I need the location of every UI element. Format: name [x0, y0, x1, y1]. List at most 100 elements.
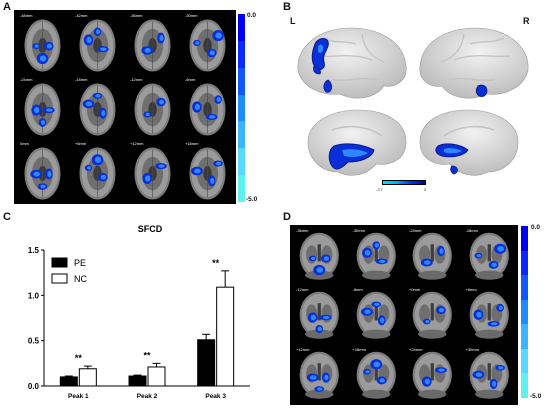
axial-slice: -42mm	[71, 12, 124, 74]
coronal-slice: +6mm	[461, 286, 516, 344]
right-hemisphere-label: R	[523, 16, 530, 26]
sfcd-bar-chart: SFCD 0.0 0.5 1.0 1.5 Peak 1 Peak 2 Peak 3 ** **…	[28, 224, 250, 400]
colorbar-segment	[238, 40, 245, 68]
axial-slice: -12mm	[126, 76, 179, 138]
colorbar-segment	[521, 348, 528, 374]
axial-slice: -48mm	[16, 12, 69, 74]
axial-slice-label: -18mm	[75, 77, 88, 82]
bar-nc	[147, 366, 166, 387]
left-hemisphere-label: L	[290, 16, 296, 26]
legend-swatch-nc	[51, 273, 68, 284]
coronal-slice-label: -36mm	[296, 228, 309, 233]
legend-swatch-pe	[51, 257, 68, 268]
axial-slice: -30mm	[181, 12, 234, 74]
axial-slice: -6mm	[181, 76, 234, 138]
bar-pe	[197, 339, 216, 387]
axial-slice: +12mm	[126, 140, 179, 202]
coronal-slice-label: +30mm	[465, 346, 479, 352]
axial-slice: 0mm	[16, 140, 69, 202]
significance-marker: **	[212, 258, 220, 268]
y-tick-label: 0.0	[28, 382, 40, 391]
colorbar-segment	[238, 121, 245, 149]
y-tick-label: 0.5	[28, 337, 40, 346]
axial-slice-label: -30mm	[185, 13, 198, 18]
colorbar-segment	[521, 373, 528, 398]
legend-label: PE	[74, 258, 86, 268]
coronal-slice: -24mm	[405, 227, 460, 285]
coronal-slice: +30mm	[461, 345, 516, 403]
coronal-slice-label: -30mm	[352, 228, 365, 233]
significance-marker: **	[75, 353, 83, 363]
x-tick-label: Peak 2	[137, 393, 158, 400]
axial-slice-label: -12mm	[130, 77, 143, 82]
colorbar-segment	[238, 175, 245, 202]
colorbar-segment	[238, 148, 245, 176]
coronal-slice-label: -24mm	[409, 228, 422, 233]
left-medial-surface	[307, 109, 407, 176]
coronal-colorbar	[521, 226, 528, 398]
y-tick-label: 1.0	[28, 291, 40, 300]
legend-label: NC	[74, 274, 87, 284]
surface-colorbar-max-label: 0	[424, 187, 427, 192]
axial-slice-grid: -48mm -42mm -36mm -30mm -24mm -18mm -12mm -6mm 0…	[14, 10, 236, 204]
colorbar-segment	[521, 275, 528, 300]
axial-slice: -18mm	[71, 76, 124, 138]
significance-marker: **	[143, 350, 151, 360]
coronal-slice-label: +6mm	[465, 287, 477, 293]
bar-pe	[128, 375, 147, 387]
chart-title: SFCD	[138, 224, 163, 234]
coronal-slice: -6mm	[348, 286, 403, 344]
right-lateral-surface	[419, 27, 529, 99]
colorbar-segment	[238, 14, 245, 41]
coronal-slice: -12mm	[292, 286, 347, 344]
panel-label-b: B	[283, 1, 291, 13]
right-lateral-cluster	[475, 84, 488, 97]
axial-slice-label: -36mm	[130, 13, 143, 18]
axial-slice: +18mm	[181, 140, 234, 202]
axial-slice-label: +18mm	[185, 141, 199, 146]
axial-colorbar-min-label: -5.0	[246, 196, 258, 203]
axial-slice: +6mm	[71, 140, 124, 202]
coronal-slice-label: -6mm	[352, 287, 363, 293]
coronal-slice: +18mm	[348, 345, 403, 403]
axial-slice-label: -6mm	[185, 77, 196, 82]
bar-nc	[78, 368, 97, 387]
colorbar-segment	[521, 226, 528, 251]
bar-nc	[216, 286, 235, 387]
coronal-slice: -36mm	[292, 227, 347, 285]
coronal-slice-label: -12mm	[296, 287, 309, 293]
surface-colorbar-min-label: -3.7	[376, 187, 383, 192]
coronal-slice-label: +18mm	[352, 346, 366, 352]
colorbar-segment	[238, 94, 245, 122]
axial-slice-label: -42mm	[75, 13, 88, 18]
x-tick-label: Peak 1	[68, 393, 89, 400]
panel-label-a: A	[3, 1, 11, 13]
colorbar-segment	[521, 250, 528, 276]
colorbar-segment	[238, 67, 245, 95]
coronal-slice-grid: -36mm -30mm -24mm -18mm -12mm -6mm +0mm +6mm +12…	[290, 225, 518, 405]
axial-slice-label: +6mm	[75, 141, 87, 146]
y-tick-label: 1.5	[28, 246, 40, 255]
coronal-slice: +24mm	[405, 345, 460, 403]
axial-slice-label: 0mm	[20, 141, 29, 146]
left-lateral-surface	[297, 27, 407, 99]
coronal-slice-label: -18mm	[465, 228, 478, 233]
panel-label-c: C	[3, 211, 11, 223]
colorbar-segment	[521, 299, 528, 325]
axial-slice: -36mm	[126, 12, 179, 74]
left-lateral-cluster	[311, 38, 329, 71]
coronal-slice: +0mm	[405, 286, 460, 344]
panel-label-d: D	[283, 211, 291, 223]
coronal-slice: +12mm	[292, 345, 347, 403]
axial-colorbar	[238, 14, 245, 202]
colorbar-segment	[521, 324, 528, 349]
axial-slice-label: -24mm	[20, 77, 33, 82]
right-medial-surface	[419, 109, 519, 176]
axial-colorbar-max-label: 0.0	[247, 12, 257, 19]
coronal-slice: -30mm	[348, 227, 403, 285]
surface-colorbar	[382, 180, 426, 185]
bar-pe	[59, 376, 78, 387]
coronal-slice-label: +24mm	[409, 346, 423, 352]
x-tick-label: Peak 3	[205, 393, 226, 400]
coronal-slice-label: +12mm	[296, 346, 310, 352]
